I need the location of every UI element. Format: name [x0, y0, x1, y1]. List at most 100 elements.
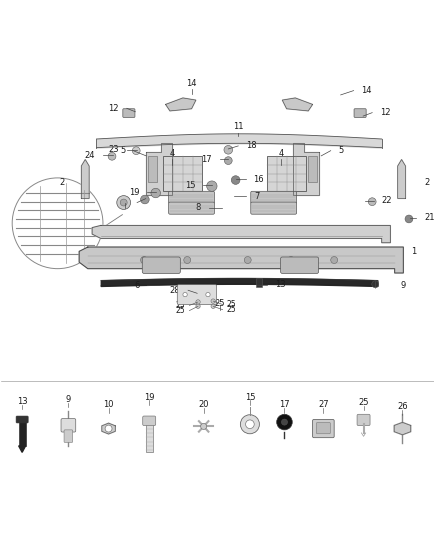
FancyBboxPatch shape	[64, 430, 73, 442]
Bar	[256, 278, 261, 287]
Bar	[308, 156, 317, 182]
FancyBboxPatch shape	[169, 202, 215, 214]
Text: 22: 22	[381, 196, 392, 205]
Text: 25: 25	[176, 306, 185, 315]
Circle shape	[244, 256, 251, 263]
Text: 24: 24	[85, 151, 95, 160]
Circle shape	[287, 256, 294, 263]
Text: 12: 12	[109, 104, 119, 113]
Circle shape	[105, 425, 112, 432]
Text: 25: 25	[227, 300, 237, 309]
Text: 2: 2	[424, 177, 429, 187]
Text: 5: 5	[120, 146, 125, 155]
Circle shape	[368, 198, 376, 206]
Polygon shape	[398, 159, 406, 198]
Text: 18: 18	[246, 141, 257, 150]
Circle shape	[240, 415, 259, 434]
Circle shape	[331, 256, 338, 263]
Text: 9: 9	[66, 394, 71, 403]
Text: 4: 4	[279, 149, 284, 158]
FancyBboxPatch shape	[143, 416, 155, 425]
Text: 5: 5	[339, 146, 344, 155]
Circle shape	[231, 176, 240, 184]
FancyBboxPatch shape	[61, 418, 76, 432]
Text: 15: 15	[185, 181, 195, 190]
Text: 12: 12	[380, 108, 391, 117]
Polygon shape	[102, 423, 115, 434]
Polygon shape	[19, 446, 25, 453]
Text: 2: 2	[60, 177, 65, 187]
Text: 25: 25	[176, 301, 185, 310]
Text: 16: 16	[253, 175, 264, 184]
Circle shape	[207, 181, 217, 191]
Circle shape	[151, 188, 160, 198]
Circle shape	[206, 293, 210, 297]
Circle shape	[282, 419, 287, 425]
Text: 17: 17	[201, 155, 212, 164]
Bar	[148, 156, 157, 182]
Circle shape	[211, 304, 215, 309]
Text: 15: 15	[245, 392, 255, 401]
Text: 28: 28	[170, 286, 180, 295]
Text: 20: 20	[119, 198, 129, 207]
Circle shape	[211, 299, 215, 303]
Text: 25: 25	[358, 398, 369, 407]
Circle shape	[277, 414, 292, 430]
Bar	[146, 422, 153, 453]
FancyBboxPatch shape	[123, 109, 135, 117]
Text: 9: 9	[401, 280, 406, 289]
Polygon shape	[394, 422, 411, 435]
Polygon shape	[146, 143, 172, 195]
Polygon shape	[394, 422, 411, 435]
Text: 6: 6	[134, 280, 140, 289]
Text: 27: 27	[318, 400, 328, 409]
Circle shape	[120, 199, 127, 206]
FancyBboxPatch shape	[251, 191, 297, 204]
FancyBboxPatch shape	[354, 109, 366, 117]
Text: 26: 26	[397, 402, 408, 411]
Circle shape	[196, 304, 200, 309]
FancyBboxPatch shape	[281, 257, 318, 273]
Text: 1: 1	[411, 247, 417, 256]
Circle shape	[141, 195, 149, 204]
Text: 4: 4	[170, 149, 175, 158]
Bar	[19, 420, 25, 446]
Text: 14: 14	[361, 86, 372, 95]
FancyBboxPatch shape	[169, 191, 215, 204]
Text: 13: 13	[275, 280, 286, 289]
Circle shape	[183, 293, 187, 297]
Circle shape	[372, 281, 379, 288]
Circle shape	[12, 178, 103, 269]
Circle shape	[108, 152, 116, 160]
Text: 20: 20	[198, 400, 209, 409]
Text: 21: 21	[424, 213, 434, 222]
Bar	[163, 156, 202, 191]
Text: 19: 19	[144, 392, 155, 401]
Text: 8: 8	[196, 203, 201, 212]
FancyBboxPatch shape	[357, 414, 370, 425]
Text: 25: 25	[215, 299, 225, 308]
Text: 25: 25	[227, 305, 237, 314]
FancyBboxPatch shape	[142, 257, 180, 273]
Text: 19: 19	[129, 188, 140, 197]
Polygon shape	[81, 159, 89, 198]
Circle shape	[132, 147, 140, 155]
FancyBboxPatch shape	[313, 419, 334, 438]
FancyBboxPatch shape	[16, 416, 28, 423]
Polygon shape	[283, 98, 313, 111]
Text: 10: 10	[103, 400, 114, 409]
Bar	[267, 156, 306, 191]
Text: 11: 11	[233, 122, 244, 131]
Circle shape	[405, 215, 413, 223]
Polygon shape	[293, 143, 319, 195]
FancyBboxPatch shape	[251, 202, 297, 214]
Circle shape	[196, 300, 200, 304]
Circle shape	[224, 157, 232, 165]
Circle shape	[246, 420, 254, 429]
Polygon shape	[79, 247, 403, 273]
Polygon shape	[92, 225, 390, 243]
Text: 7: 7	[254, 191, 260, 200]
Text: 10: 10	[119, 197, 130, 206]
Polygon shape	[166, 98, 196, 111]
Text: 14: 14	[186, 79, 197, 88]
